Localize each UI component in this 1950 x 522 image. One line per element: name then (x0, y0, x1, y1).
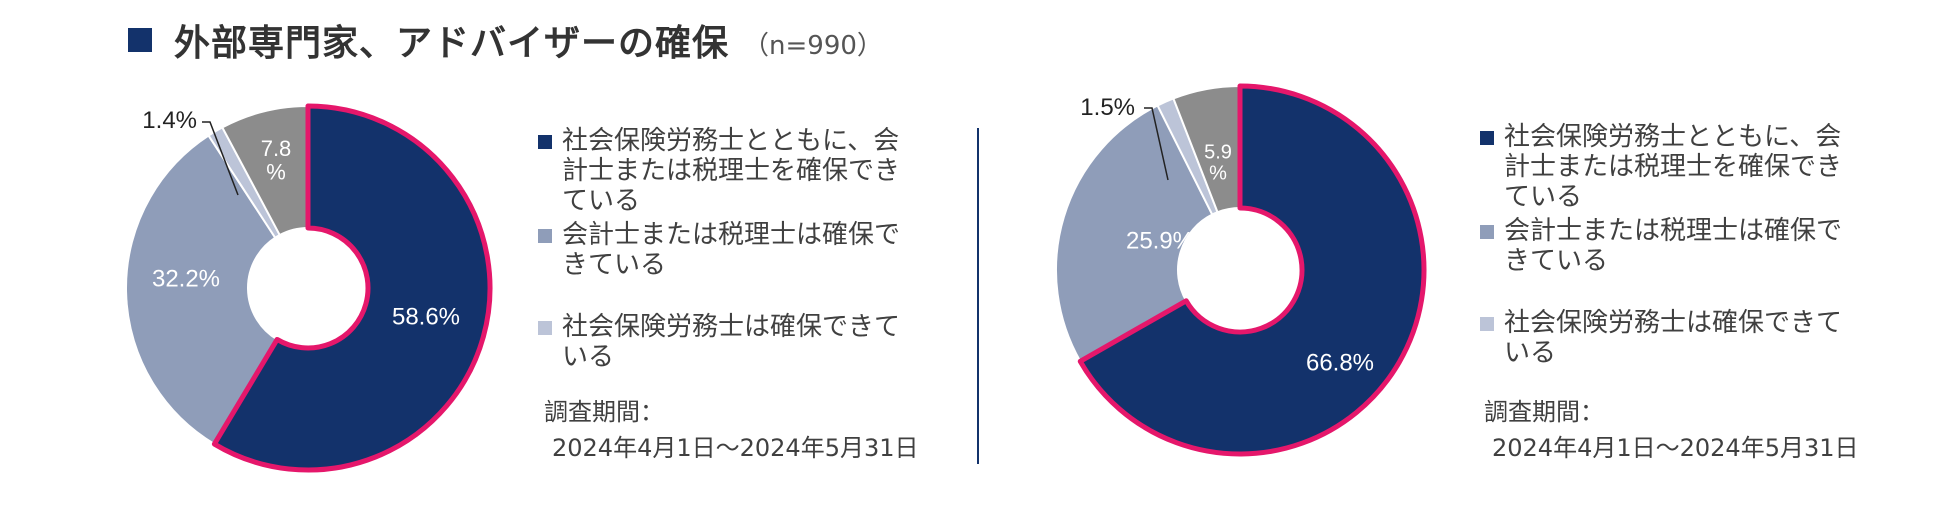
survey-period-right: 調査期間： 2024年4月1日～2024年5月31日 (1484, 394, 1859, 466)
donut-chart-left: 58.6% 32.2% 1.4% 7.8% (125, 103, 493, 473)
legend-swatch-navy (1480, 131, 1494, 145)
slice-label-3: 1.5% (1080, 94, 1135, 121)
legend-item-labor-consultant: 社会保険労務士は確保できている (1480, 308, 1850, 368)
legend-label: 会計士または税理士は確保できている (1504, 216, 1843, 276)
highlight-outline (211, 103, 493, 473)
slice-label-3: 1.4% (142, 107, 197, 134)
legend-swatch-pale-blue (1480, 317, 1494, 331)
donut-slice-2 (1055, 104, 1214, 363)
callout-line (1144, 107, 1169, 181)
legend-swatch-pale-blue (538, 321, 552, 335)
legend-right: 社会保険労務士とともに、会計士または税理士を確保できている 会計士または税理士は… (1480, 122, 1850, 372)
legend-label: 会計士または税理士は確保できている (562, 220, 901, 280)
survey-period-label: 調査期間： (1484, 398, 1604, 426)
survey-period-dates: 2024年4月1日～2024年5月31日 (1492, 434, 1859, 462)
slice-label-2: 25.9% (1126, 227, 1194, 254)
highlight-outline (1077, 83, 1427, 457)
chart-divider (977, 128, 979, 464)
legend-label: 社会保険労務士は確保できている (562, 312, 901, 372)
legend-swatch-navy (538, 135, 552, 149)
legend-swatch-light-blue (1480, 225, 1494, 239)
slice-label-1: 66.8% (1306, 349, 1374, 376)
donut-slice-2 (125, 134, 279, 446)
title-bullet-square (128, 28, 152, 52)
legend-item-accountant: 会計士または税理士は確保できている (1480, 216, 1850, 276)
survey-period-label: 調査期間： (544, 398, 664, 426)
callout-line (202, 121, 239, 196)
legend-swatch-light-blue (538, 229, 552, 243)
slice-label-4: 5.9% (1204, 142, 1232, 185)
legend-item-accountant: 会計士または税理士は確保できている (538, 220, 908, 280)
slice-label-2: 32.2% (152, 265, 220, 292)
legend-label: 社会保険労務士とともに、会計士または税理士を確保できている (1504, 122, 1843, 212)
slice-label-4: 7.8% (261, 136, 292, 184)
legend-item-both: 社会保険労務士とともに、会計士または税理士を確保できている (1480, 122, 1850, 212)
legend-label: 社会保険労務士は確保できている (1504, 308, 1843, 368)
legend-item-labor-consultant: 社会保険労務士は確保できている (538, 312, 908, 372)
title-text: 外部専門家、アドバイザーの確保 (174, 23, 730, 64)
legend-item-both: 社会保険労務士とともに、会計士または税理士を確保できている (538, 126, 908, 216)
sample-size: （n=990） (743, 30, 883, 61)
survey-period-dates: 2024年4月1日～2024年5月31日 (552, 434, 919, 462)
slice-label-1: 58.6% (392, 303, 460, 330)
donut-chart-right: 66.8% 25.9% 1.5% 5.9% (1055, 83, 1427, 457)
survey-period-left: 調査期間： 2024年4月1日～2024年5月31日 (544, 394, 919, 466)
chart-title: 外部専門家、アドバイザーの確保 （n=990） (128, 14, 883, 66)
legend-label: 社会保険労務士とともに、会計士または税理士を確保できている (562, 126, 901, 216)
legend-left: 社会保険労務士とともに、会計士または税理士を確保できている 会計士または税理士は… (538, 126, 908, 376)
